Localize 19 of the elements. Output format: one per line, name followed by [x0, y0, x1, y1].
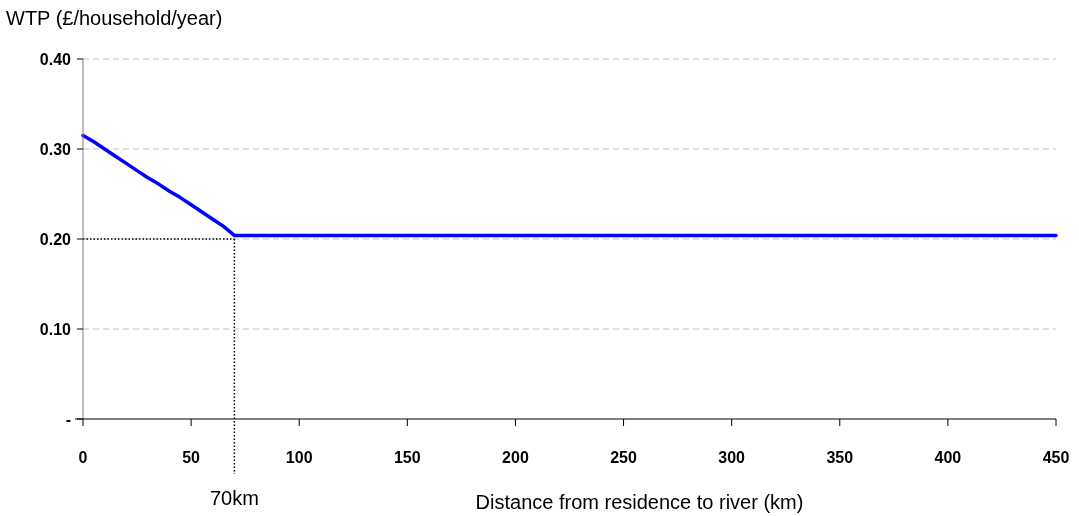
- y-tick-label: 0.40: [39, 50, 72, 68]
- x-tick-label: 200: [502, 449, 529, 466]
- x-tick-label: 250: [610, 449, 637, 466]
- x-tick-label: 300: [718, 449, 746, 466]
- x-tick-label: 0: [78, 449, 88, 466]
- x-tick-label: 400: [934, 449, 962, 466]
- x-tick-label: 50: [182, 449, 201, 466]
- x-tick-label: 100: [285, 449, 313, 466]
- y-tick-label: 0.20: [39, 230, 72, 248]
- y-tick-label: 0.10: [39, 320, 72, 338]
- x-tick-label: 450: [1042, 449, 1070, 466]
- x-tick-label: 150: [393, 449, 421, 466]
- y-tick-label: 0.30: [39, 140, 72, 158]
- ref-line-label: 70km: [209, 487, 259, 509]
- y-axis-title: WTP (£/household/year): [6, 7, 223, 29]
- y-tick-label: -: [65, 410, 71, 428]
- x-tick-label: 350: [826, 449, 854, 466]
- line-series: [81, 133, 1058, 238]
- x-axis-title: Distance from residence to river (km): [475, 491, 804, 513]
